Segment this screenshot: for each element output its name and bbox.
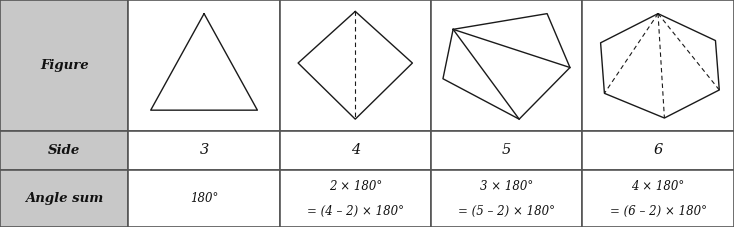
Bar <box>280 131 431 170</box>
Text: = (5 – 2) × 180°: = (5 – 2) × 180° <box>458 205 555 218</box>
Bar <box>280 0 431 131</box>
Bar <box>128 131 280 170</box>
Bar <box>0 170 128 227</box>
Text: 3 × 180°: 3 × 180° <box>480 180 533 193</box>
Text: = (6 – 2) × 180°: = (6 – 2) × 180° <box>609 205 707 218</box>
Bar <box>0 0 128 131</box>
Bar <box>582 0 734 131</box>
Bar <box>280 170 431 227</box>
Bar <box>431 170 582 227</box>
Text: 180°: 180° <box>190 192 218 205</box>
Text: 5: 5 <box>502 143 511 157</box>
Bar <box>582 131 734 170</box>
Text: 6: 6 <box>653 143 663 157</box>
Bar <box>431 131 582 170</box>
Text: Figure: Figure <box>40 59 89 72</box>
Text: Side: Side <box>48 144 80 157</box>
Text: 2 × 180°: 2 × 180° <box>329 180 382 193</box>
Bar <box>431 0 582 131</box>
Bar <box>0 131 128 170</box>
Text: 4: 4 <box>351 143 360 157</box>
Bar <box>582 170 734 227</box>
Text: Angle sum: Angle sum <box>25 192 103 205</box>
Text: = (4 – 2) × 180°: = (4 – 2) × 180° <box>307 205 404 218</box>
Bar <box>128 0 280 131</box>
Text: 3: 3 <box>200 143 208 157</box>
Text: 4 × 180°: 4 × 180° <box>631 180 685 193</box>
Bar <box>128 170 280 227</box>
